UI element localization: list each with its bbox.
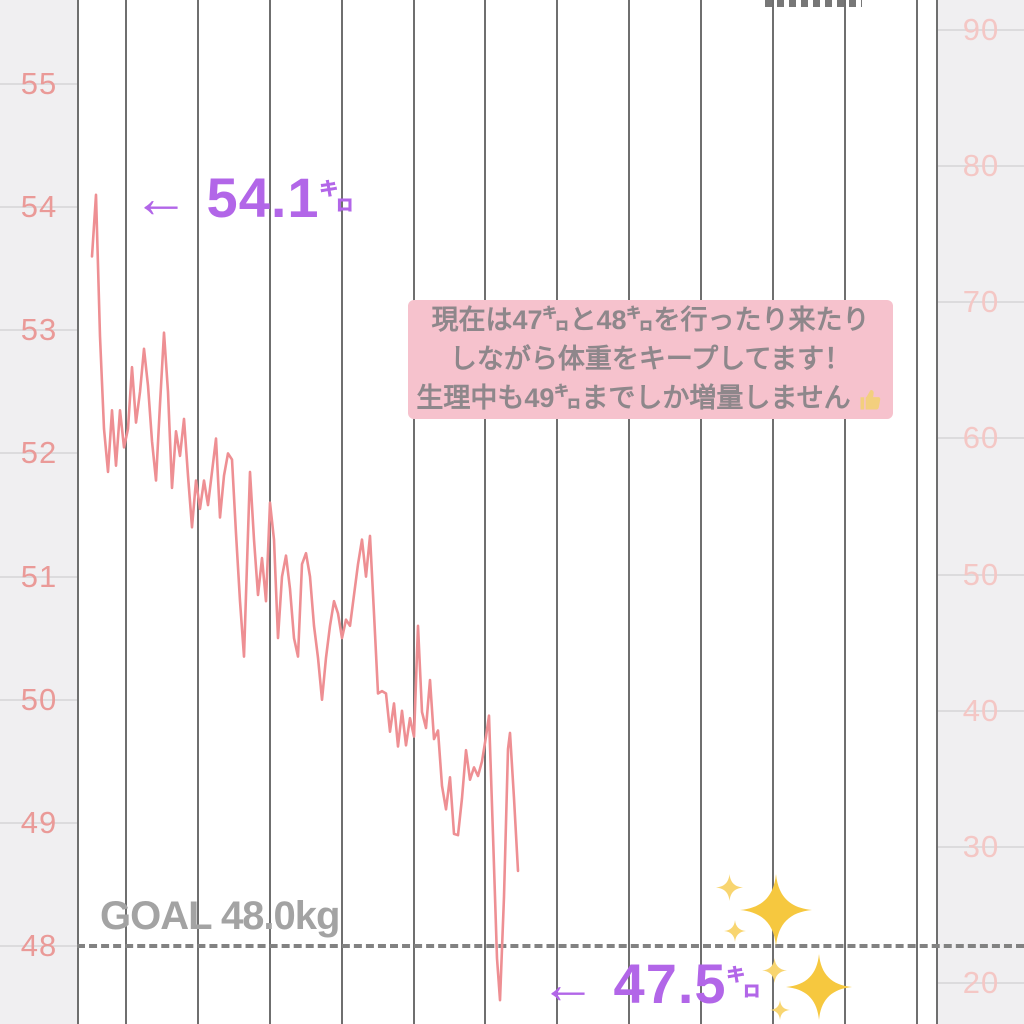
lowest-weight-annotation: ← 47.5㌔	[540, 956, 761, 1012]
goal-dashed-line	[77, 944, 1024, 948]
goal-label: GOAL 48.0kg	[100, 894, 340, 938]
plot-border-line	[77, 0, 79, 1024]
right-axis-band	[938, 0, 1024, 1024]
vertical-gridline	[197, 0, 199, 1024]
left-axis-tick-line	[0, 83, 77, 85]
start-weight-unit: ㌔	[319, 179, 355, 218]
left-axis-tick-line	[0, 698, 77, 701]
right-axis-tick-line	[938, 165, 1024, 168]
lowest-weight-value: 47.5	[597, 952, 727, 1015]
right-axis-tick-label: 40	[962, 692, 1000, 728]
clipped-top-text	[765, 0, 862, 7]
right-axis-tick-label: 30	[962, 828, 1000, 864]
left-axis-band	[0, 0, 77, 1024]
left-axis-tick-line	[0, 452, 77, 455]
right-axis-tick-line	[938, 982, 1024, 985]
arrow-left-icon: ←	[133, 166, 190, 229]
right-axis-tick-label: 70	[962, 284, 1000, 320]
right-axis-tick-label: 80	[962, 148, 1000, 184]
note-box: 現在は47㌔と48㌔を行ったり来たり しながら体重をキープしてます！ 生理中も4…	[408, 300, 893, 419]
vertical-gridline	[844, 0, 846, 1024]
sparkles-icon	[716, 874, 812, 946]
sparkles-icon	[762, 954, 852, 1020]
thumbs-up-icon	[860, 389, 880, 409]
note-line-3: 生理中も49㌔までしか増量しません	[416, 379, 884, 418]
left-axis-tick-line	[0, 575, 77, 578]
left-axis-tick-label: 55	[20, 66, 58, 101]
right-axis-tick-line	[938, 437, 1024, 440]
note-line-1: 現在は47㌔と48㌔を行ったり来たり	[431, 305, 870, 335]
right-axis-tick-label: 60	[962, 420, 1000, 456]
vertical-gridline	[916, 0, 918, 1024]
vertical-gridline	[556, 0, 558, 1024]
note-line-3-text: 生理中も49㌔までしか増量しません	[416, 383, 851, 413]
right-axis-tick-line	[938, 301, 1024, 304]
right-axis-tick-label: 20	[962, 965, 1000, 1001]
left-axis-tick-label: 50	[20, 681, 58, 717]
plot-border-line	[936, 0, 938, 1024]
start-weight-annotation: ← 54.1㌔	[133, 170, 354, 226]
left-axis-tick-line	[0, 206, 77, 209]
right-axis-tick-label: 90	[962, 12, 1000, 47]
note-line-2: しながら体重をキープしてます！	[449, 344, 852, 374]
right-axis-tick-line	[938, 709, 1024, 712]
left-axis-tick-line	[0, 944, 77, 947]
lowest-weight-unit: ㌔	[726, 965, 762, 1004]
vertical-gridline	[125, 0, 127, 1024]
right-axis-tick-line	[938, 573, 1024, 576]
left-axis-tick-line	[0, 821, 77, 824]
vertical-gridline	[341, 0, 343, 1024]
left-axis-tick-line	[0, 329, 77, 332]
left-axis-tick-label: 54	[20, 189, 58, 225]
vertical-gridline	[628, 0, 630, 1024]
right-axis-tick-label: 50	[962, 556, 1000, 592]
left-axis-tick-label: 51	[20, 558, 58, 594]
weight-line	[90, 193, 520, 1002]
vertical-gridline	[413, 0, 415, 1024]
left-axis-tick-label: 48	[20, 927, 58, 963]
right-axis-tick-line	[938, 29, 1024, 31]
arrow-left-icon: ←	[540, 952, 597, 1015]
left-axis-tick-label: 52	[20, 435, 58, 471]
left-axis-tick-label: 49	[20, 804, 58, 840]
left-axis-tick-label: 53	[20, 312, 58, 348]
right-axis-tick-line	[938, 845, 1024, 848]
vertical-gridline	[484, 0, 486, 1024]
start-weight-value: 54.1	[190, 166, 320, 229]
vertical-gridline	[700, 0, 702, 1024]
vertical-gridline	[772, 0, 774, 1024]
